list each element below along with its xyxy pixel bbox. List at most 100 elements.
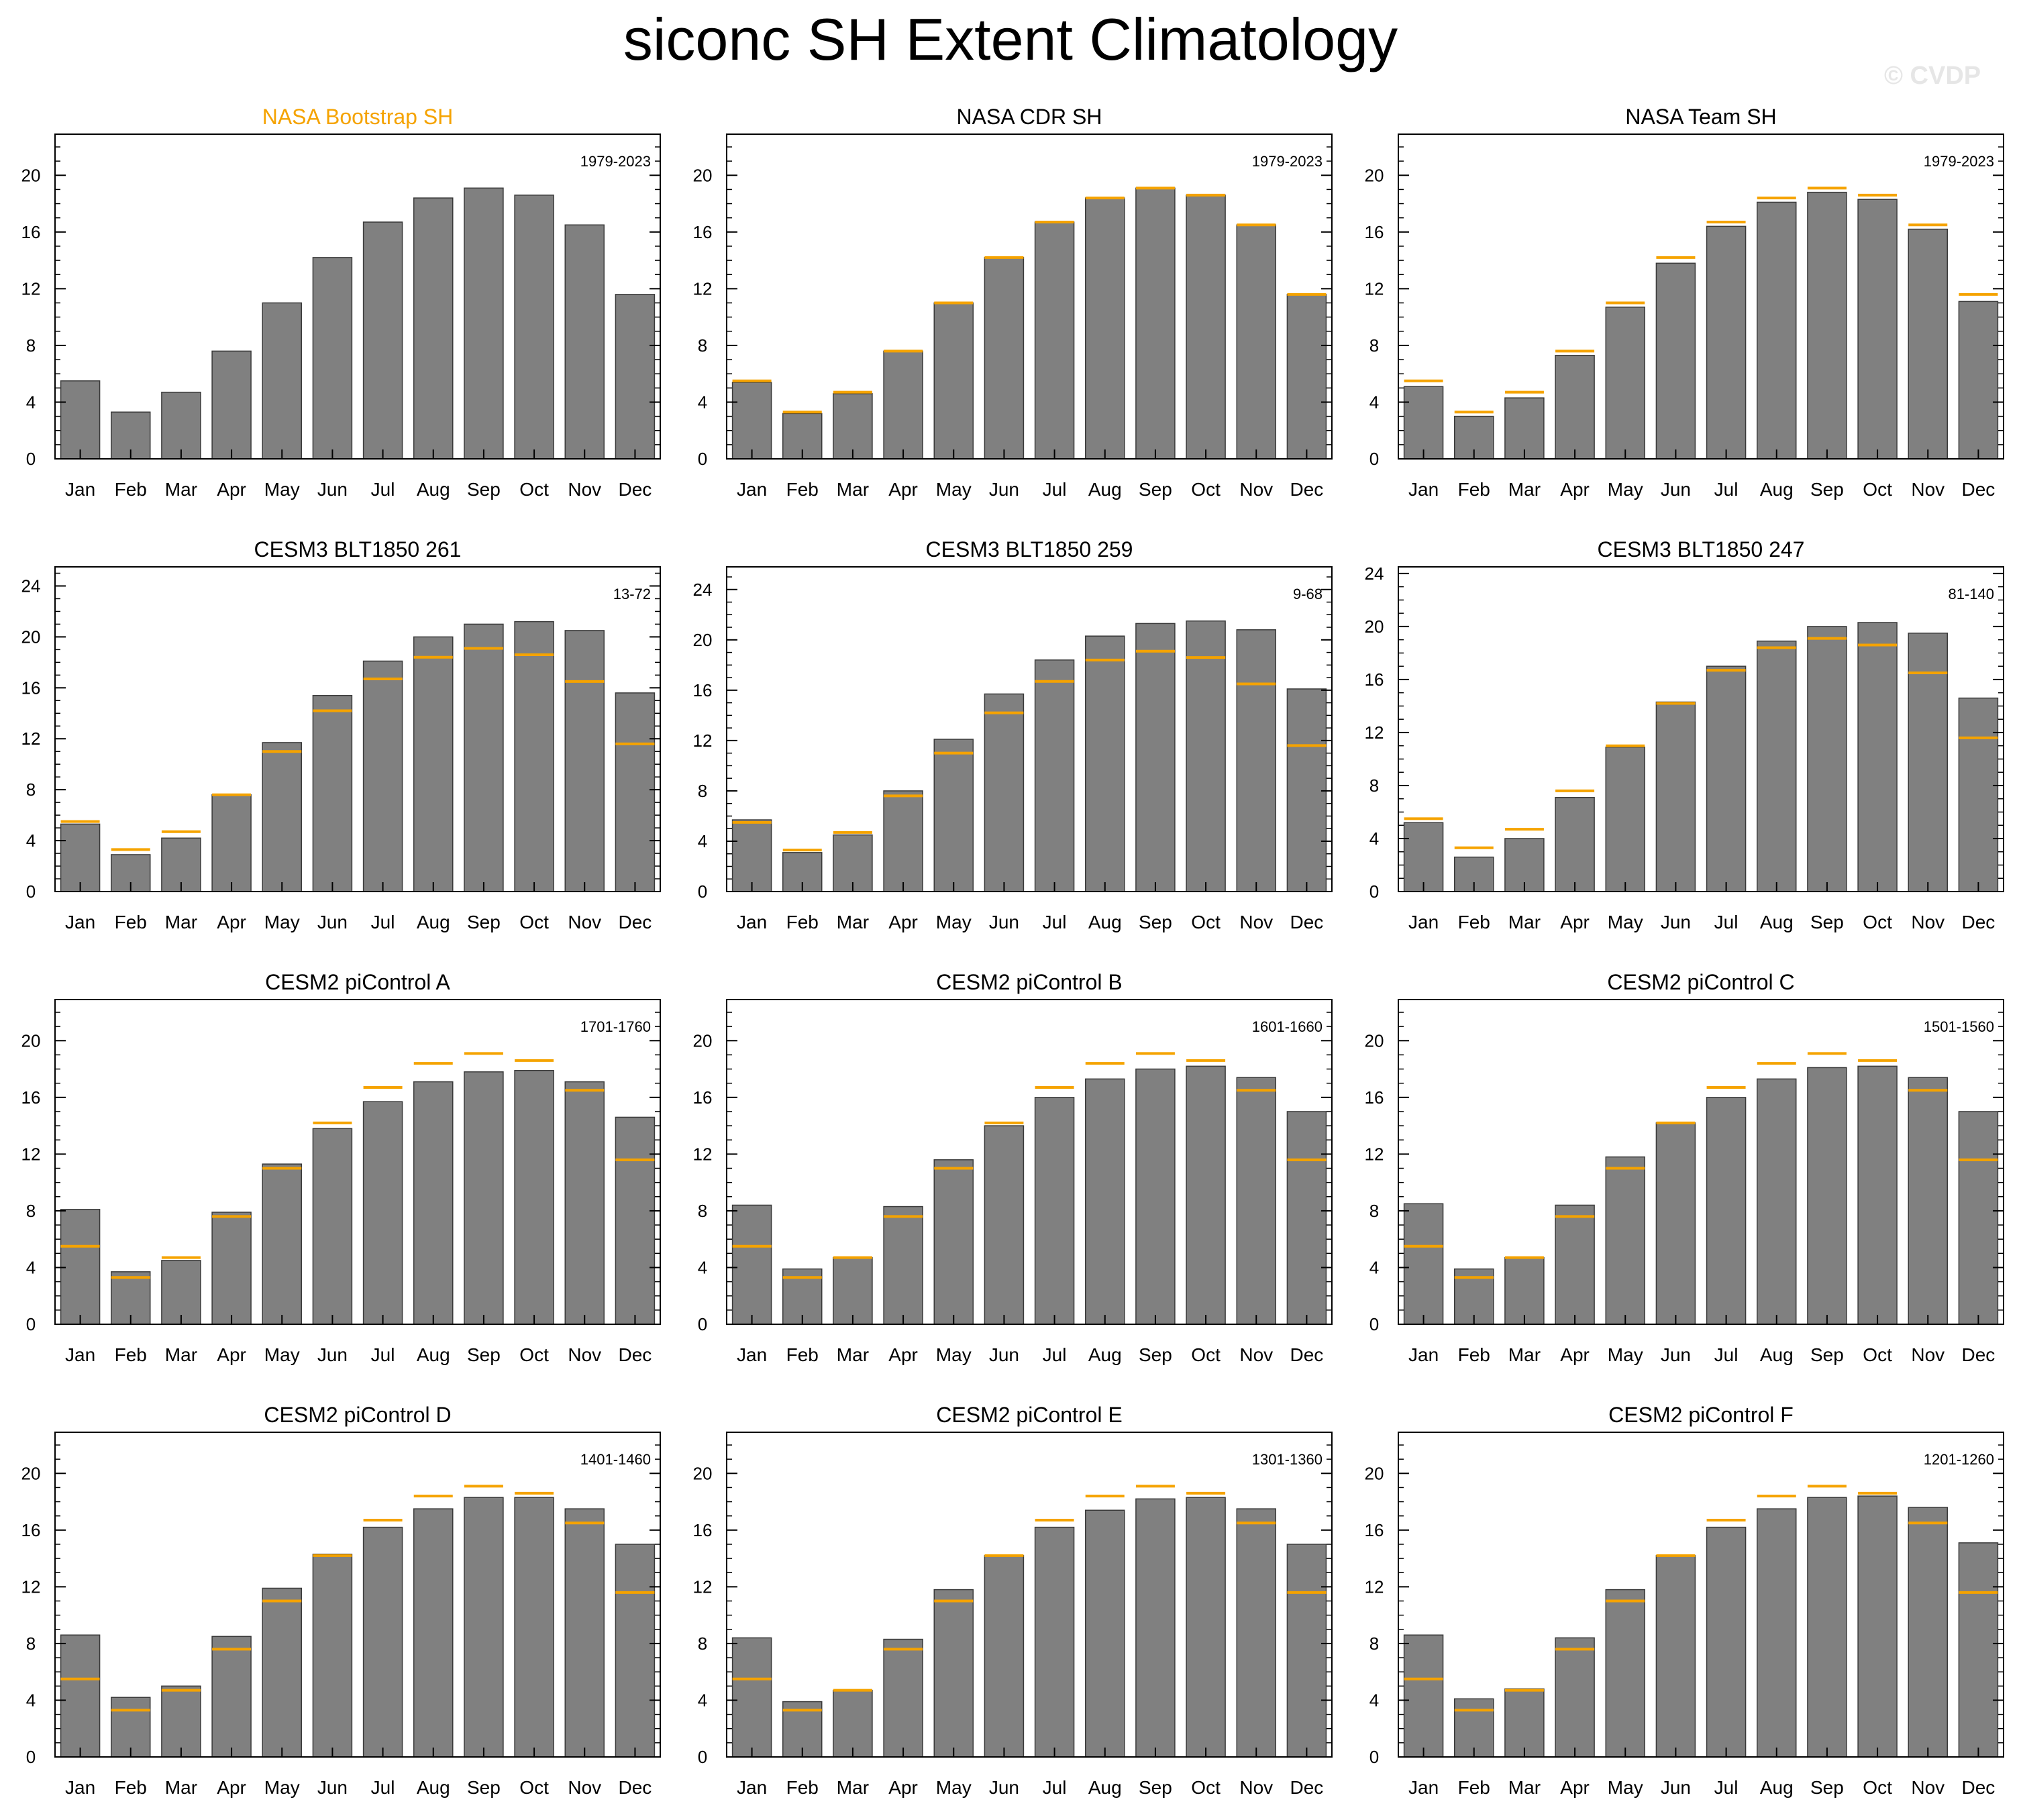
- x-tick-label: Feb: [1458, 1344, 1490, 1365]
- bar-may: [262, 742, 302, 892]
- x-tick-label: Jul: [1043, 912, 1067, 932]
- x-tick-label: Nov: [568, 1777, 601, 1798]
- x-tick-label: Dec: [1290, 479, 1324, 500]
- bar-jan: [1403, 1203, 1444, 1325]
- y-tick-label: 8: [26, 1201, 36, 1221]
- bar-sep: [464, 623, 504, 892]
- bar-nov: [1908, 228, 1948, 460]
- y-tick-label: 0: [26, 1314, 36, 1334]
- x-tick-label: Nov: [568, 1344, 601, 1365]
- bar-apr: [1555, 796, 1595, 892]
- y-tick-label: 12: [21, 278, 41, 299]
- x-tick-label: Dec: [1962, 1344, 1996, 1365]
- y-tick-label: 16: [693, 1087, 713, 1108]
- y-tick-label: 12: [1365, 1144, 1384, 1164]
- x-tick-label: Feb: [786, 479, 819, 500]
- bar-jun: [1655, 1555, 1696, 1758]
- chart-panel-12: CESM2 piControl F 1201-1260 0 4 8 12 16 20 Jan Fe…: [1365, 1403, 2004, 1798]
- bar-apr: [211, 1636, 252, 1758]
- bar-apr: [883, 790, 923, 892]
- x-tick-label: May: [264, 1777, 300, 1798]
- x-tick-label: Aug: [1088, 1777, 1122, 1798]
- period-label: 1601-1660: [1252, 1018, 1323, 1035]
- bar-nov: [564, 224, 605, 460]
- x-tick-label: Dec: [619, 1344, 652, 1365]
- x-tick-label: Feb: [786, 1777, 819, 1798]
- bar-jan: [731, 1637, 772, 1758]
- x-tick-label: Mar: [837, 1777, 869, 1798]
- x-tick-label: Nov: [1911, 912, 1945, 932]
- bar-nov: [564, 1081, 605, 1325]
- y-tick-label: 4: [1369, 392, 1379, 412]
- y-tick-label: 8: [698, 781, 707, 801]
- bar-dec: [1958, 697, 1999, 892]
- x-tick-label: Jul: [1714, 479, 1739, 500]
- x-tick-label: Jun: [317, 1777, 348, 1798]
- x-tick-label: Feb: [786, 912, 819, 932]
- x-tick-label: Jun: [1661, 912, 1691, 932]
- bar-oct: [1857, 1065, 1898, 1325]
- bar-may: [262, 302, 302, 460]
- y-tick-label: 4: [26, 831, 36, 851]
- chart-panel-9: CESM2 piControl C 1501-1560 0 4 8 12 16 20 Jan Fe…: [1365, 970, 2004, 1365]
- x-tick-label: Sep: [1139, 1777, 1172, 1798]
- x-tick-label: Feb: [1458, 912, 1490, 932]
- bar-aug: [1085, 197, 1125, 460]
- y-tick-label: 8: [26, 335, 36, 356]
- y-tick-label: 12: [693, 1576, 713, 1597]
- panel-title: CESM2 piControl C: [1607, 970, 1794, 994]
- bar-jan: [731, 382, 772, 460]
- x-tick-label: Feb: [115, 479, 147, 500]
- x-tick-label: Jun: [989, 1344, 1019, 1365]
- y-tick-label: 20: [1365, 617, 1384, 637]
- bar-oct: [1857, 622, 1898, 892]
- x-tick-label: Aug: [417, 1344, 450, 1365]
- plot-frame: [726, 999, 1333, 1325]
- bar-aug: [413, 636, 454, 892]
- y-tick-label: 8: [26, 780, 36, 800]
- y-tick-label: 8: [698, 1634, 707, 1654]
- bar-jul: [1706, 1526, 1747, 1758]
- plot-frame: [1398, 133, 2004, 460]
- y-tick-label: 4: [1369, 1690, 1379, 1710]
- x-tick-label: Dec: [1290, 1777, 1324, 1798]
- bar-jul: [362, 660, 403, 892]
- y-tick-label: 0: [1369, 881, 1379, 902]
- x-tick-label: Sep: [467, 479, 501, 500]
- x-tick-label: Jul: [371, 1777, 395, 1798]
- y-tick-label: 16: [693, 1520, 713, 1540]
- x-tick-label: Mar: [1508, 1777, 1541, 1798]
- x-tick-label: Aug: [1760, 1777, 1794, 1798]
- bar-dec: [1286, 1111, 1327, 1325]
- x-tick-label: Oct: [1863, 1344, 1892, 1365]
- bar-jan: [731, 819, 772, 892]
- bar-jul: [1034, 1097, 1075, 1325]
- bar-jun: [984, 1125, 1025, 1325]
- bar-mar: [1504, 1688, 1545, 1758]
- y-tick-label: 12: [21, 729, 41, 749]
- bar-aug: [1085, 1509, 1125, 1758]
- bar-jul: [362, 221, 403, 460]
- bar-mar: [161, 1260, 201, 1325]
- bar-sep: [464, 187, 504, 460]
- x-tick-label: Apr: [1560, 1777, 1590, 1798]
- x-tick-label: May: [936, 1777, 972, 1798]
- x-tick-label: Apr: [217, 1344, 246, 1365]
- period-label: 1979-2023: [1924, 153, 1994, 170]
- x-tick-label: Nov: [1239, 1777, 1273, 1798]
- bar-aug: [1757, 640, 1797, 892]
- y-tick-label: 8: [1369, 1634, 1379, 1654]
- y-tick-label: 4: [698, 831, 707, 851]
- x-tick-label: Jul: [1714, 912, 1739, 932]
- y-tick-label: 24: [21, 576, 41, 596]
- bar-jun: [312, 1128, 353, 1325]
- y-tick-label: 12: [1365, 1576, 1384, 1597]
- plot-frame: [54, 1432, 661, 1758]
- x-tick-label: Sep: [1810, 479, 1844, 500]
- y-tick-label: 20: [21, 627, 41, 647]
- y-tick-label: 12: [693, 731, 713, 751]
- y-tick-label: 0: [1369, 1747, 1379, 1767]
- x-tick-label: Sep: [1139, 479, 1172, 500]
- x-tick-label: Oct: [1191, 1344, 1221, 1365]
- bar-oct: [1186, 620, 1226, 892]
